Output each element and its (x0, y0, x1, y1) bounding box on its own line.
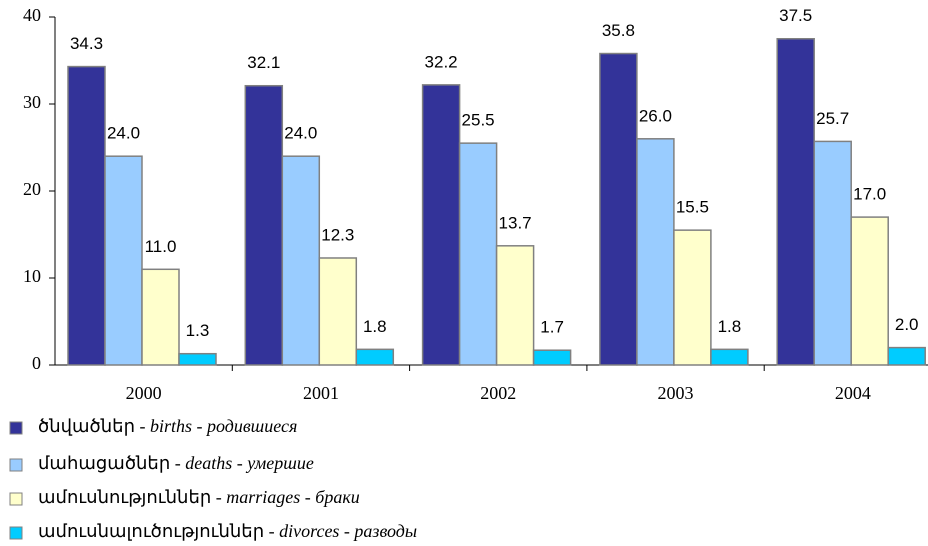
y-tick-label: 30 (23, 92, 41, 112)
x-tick-label: 2002 (480, 383, 516, 403)
bar (776, 38, 815, 366)
bar (532, 349, 572, 366)
value-label: 25.7 (816, 109, 849, 128)
value-label: 17.0 (853, 185, 886, 204)
value-label: 32.2 (425, 52, 458, 71)
value-label: 24.0 (284, 124, 317, 143)
y-tick-label: 0 (32, 353, 41, 373)
bar (887, 346, 926, 366)
value-label: 25.5 (462, 111, 495, 130)
legend-swatch (9, 458, 23, 472)
legend-swatch (9, 492, 23, 506)
value-label: 24.0 (107, 124, 140, 143)
value-label: 32.1 (247, 53, 280, 72)
x-tick-label: 2003 (658, 383, 694, 403)
bar (599, 52, 638, 366)
value-label: 1.8 (363, 317, 387, 336)
bar (244, 84, 284, 366)
value-label: 12.3 (321, 225, 354, 244)
bar (318, 257, 358, 366)
value-label: 15.5 (676, 198, 709, 217)
legend-label: մահացածներ - deaths - умершие (38, 453, 314, 473)
value-label: 1.8 (718, 317, 742, 336)
legend-label: ամուսնություններ - marriages - браки (38, 487, 360, 507)
value-label: 13.7 (499, 213, 532, 232)
bar (850, 216, 889, 366)
value-label: 1.7 (540, 318, 564, 337)
bar (495, 245, 535, 366)
bar (178, 352, 217, 366)
bar (813, 140, 852, 366)
value-label: 37.5 (779, 6, 812, 25)
y-tick-label: 40 (23, 5, 41, 25)
bar (104, 155, 143, 366)
x-tick-label: 2000 (126, 383, 162, 403)
value-label: 2.0 (895, 315, 919, 334)
bar (67, 65, 106, 366)
value-label: 1.3 (186, 321, 210, 340)
bar (281, 155, 321, 366)
bar (636, 138, 675, 366)
value-label: 34.3 (70, 34, 103, 53)
bar (673, 229, 712, 366)
bar (458, 142, 498, 366)
value-label: 11.0 (145, 237, 177, 256)
y-tick-label: 20 (23, 179, 41, 199)
x-tick-label: 2001 (303, 383, 339, 403)
legend-swatch (9, 526, 23, 540)
bar (710, 348, 749, 366)
legend-label: ծնվածներ - births - родившиеся (38, 416, 297, 436)
legend-swatch (9, 421, 23, 435)
bar (141, 268, 180, 366)
value-label: 26.0 (639, 106, 672, 125)
bar (355, 348, 395, 366)
value-label: 35.8 (602, 21, 635, 40)
x-tick-label: 2004 (835, 383, 871, 403)
y-tick-label: 10 (23, 266, 41, 286)
bar (421, 84, 461, 366)
legend-label: ամուսնալուծություններ - divorces - разво… (38, 521, 417, 541)
